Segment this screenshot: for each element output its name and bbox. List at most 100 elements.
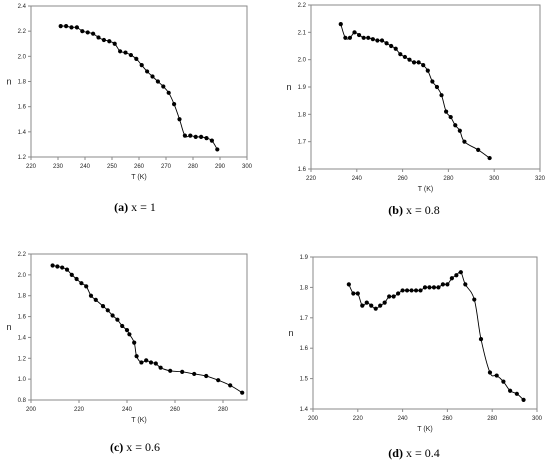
- data-point: [494, 373, 499, 378]
- data-point: [88, 293, 94, 298]
- data-point: [127, 332, 132, 337]
- x-tick-label: 220: [306, 176, 317, 182]
- y-tick-label: 1.6: [18, 315, 27, 321]
- caption-text: x = 0.4: [402, 446, 440, 460]
- data-point: [347, 35, 353, 40]
- x-tick-label: 260: [134, 164, 145, 170]
- x-tick-label: 240: [122, 407, 133, 413]
- data-point: [430, 79, 435, 84]
- data-point: [346, 282, 351, 287]
- data-point: [472, 297, 477, 302]
- y-axis-label: n: [6, 322, 11, 332]
- data-point: [209, 138, 214, 143]
- data-point: [228, 383, 233, 388]
- y-tick-label: 1.4: [18, 130, 27, 136]
- data-point: [393, 46, 398, 51]
- data-point: [384, 41, 389, 46]
- data-point: [69, 272, 74, 277]
- data-point: [425, 68, 430, 73]
- x-tick-label: 300: [532, 416, 543, 422]
- caption-text: x = 0.8: [402, 203, 440, 217]
- data-point: [421, 63, 426, 68]
- y-tick-label: 1.7: [298, 140, 307, 146]
- data-point: [352, 30, 357, 35]
- data-point: [434, 84, 440, 90]
- y-tick-label: 1.2: [18, 155, 27, 161]
- x-tick-label: 240: [398, 416, 409, 422]
- y-tick-label: 2.0: [18, 54, 27, 60]
- y-tick-label: 2.0: [298, 58, 307, 64]
- plot-area: [310, 4, 541, 170]
- x-tick-label: 260: [442, 416, 453, 422]
- x-axis-label: T (K): [417, 426, 432, 433]
- x-tick-label: 250: [107, 164, 118, 170]
- data-point: [407, 57, 412, 62]
- y-axis-label: n: [288, 328, 293, 338]
- y-tick-label: 1.6: [18, 105, 27, 111]
- data-point: [107, 39, 112, 44]
- data-point: [440, 282, 446, 287]
- data-point: [400, 288, 405, 293]
- data-point: [215, 147, 220, 152]
- data-point: [462, 139, 467, 144]
- y-tick-label: 1.8: [300, 285, 309, 291]
- data-point: [351, 291, 356, 296]
- data-point: [338, 22, 343, 27]
- data-point: [453, 123, 458, 128]
- data-point: [139, 360, 144, 365]
- data-point: [478, 336, 484, 342]
- data-point: [55, 264, 60, 269]
- x-tick-label: 280: [218, 407, 229, 413]
- caption-c: (c) x = 0.6: [110, 440, 160, 455]
- data-point: [444, 109, 449, 114]
- y-tick-label: 1.6: [300, 346, 309, 352]
- data-point: [431, 285, 437, 290]
- data-point: [172, 102, 177, 107]
- data-point: [501, 379, 506, 384]
- x-tick-label: 230: [53, 164, 64, 170]
- data-point: [398, 52, 403, 57]
- data-point: [180, 369, 185, 374]
- data-point: [132, 340, 137, 345]
- plot-area: [30, 253, 248, 401]
- data-point: [457, 128, 462, 133]
- data-point: [50, 263, 55, 268]
- y-tick-label: 1.4: [18, 335, 27, 341]
- data-point: [80, 29, 85, 34]
- y-tick-label: 1.2: [18, 356, 27, 362]
- data-point: [58, 24, 63, 29]
- data-point: [521, 397, 526, 402]
- y-tick-label: 1.7: [300, 316, 309, 322]
- data-point: [118, 49, 123, 54]
- x-tick-label: 220: [353, 416, 364, 422]
- data-point: [240, 390, 245, 395]
- data-point: [64, 267, 70, 272]
- data-point: [155, 79, 160, 84]
- data-point: [370, 37, 375, 42]
- y-tick-label: 2.2: [18, 252, 27, 258]
- data-point: [391, 294, 396, 299]
- data-point: [422, 285, 428, 290]
- data-point: [85, 30, 90, 35]
- data-point: [139, 63, 144, 68]
- data-point: [378, 303, 383, 308]
- data-point: [115, 317, 120, 322]
- data-point: [508, 388, 513, 393]
- y-tick-label: 1.8: [18, 80, 27, 86]
- y-tick-label: 2.4: [18, 4, 27, 10]
- data-point: [105, 308, 110, 313]
- data-point: [387, 294, 392, 299]
- y-tick-label: 1.0: [18, 377, 27, 383]
- data-point: [448, 114, 453, 120]
- y-axis-label: n: [286, 82, 291, 92]
- caption-b: (b) x = 0.8: [388, 203, 439, 218]
- data-point: [199, 134, 204, 139]
- x-tick-label: 220: [26, 164, 37, 170]
- data-point: [91, 31, 96, 36]
- data-point: [487, 370, 493, 375]
- y-axis-label: n: [6, 77, 11, 87]
- y-tick-label: 0.8: [18, 398, 27, 404]
- data-point: [64, 24, 69, 29]
